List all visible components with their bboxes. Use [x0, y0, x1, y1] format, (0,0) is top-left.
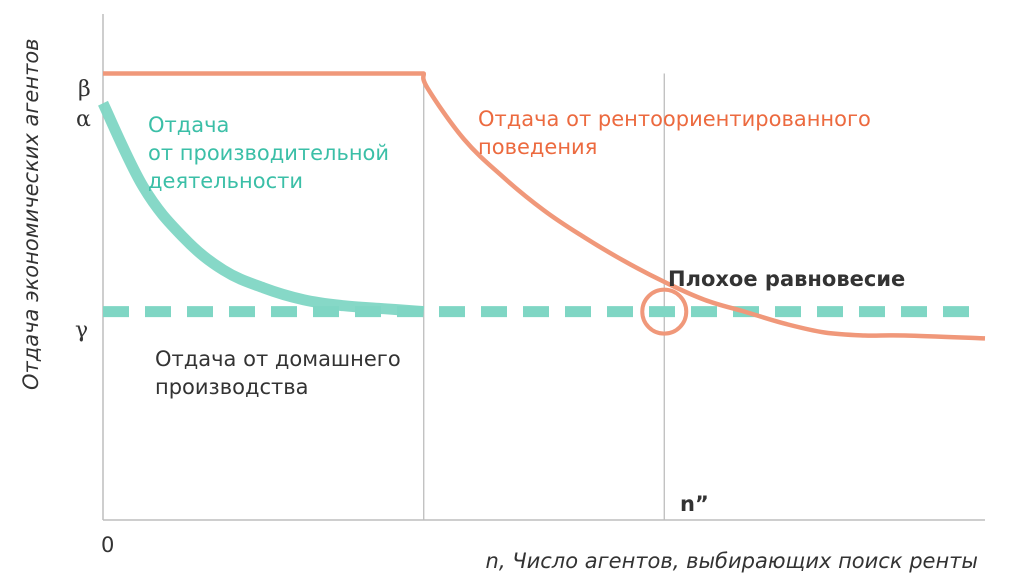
home-production-series-label: Отдача от домашнего производства: [155, 347, 407, 399]
equilibrium-marker-circle: [640, 287, 689, 336]
axes: [102, 14, 985, 521]
x-tick-zero: 0: [101, 533, 114, 557]
x-axis-title: n, Число агентов, выбирающих поиск ренты: [486, 549, 978, 573]
rent-seeking-series-label: Отдача от рентоориентированного поведени…: [478, 107, 878, 159]
home-label-line-2: производства: [155, 375, 309, 399]
rent-label-line-1: Отдача от рентоориентированного: [478, 107, 871, 131]
productive-label-line-2: от производительной: [148, 141, 389, 165]
annotation-layer: [640, 287, 689, 336]
series-layer: [98, 71, 986, 341]
y-tick-alpha: α: [76, 107, 91, 132]
y-tick-beta: β: [78, 77, 91, 102]
equilibrium-annotation-label: Плохое равновесие: [668, 267, 905, 291]
rent-seeking-curve: [103, 71, 986, 341]
productive-label-line-3: деятельности: [148, 169, 303, 193]
productive-label-line-1: Отдача: [148, 113, 229, 137]
home-label-line-1: Отдача от домашнего: [155, 347, 401, 371]
productive-activity-curve: [98, 100, 425, 318]
productive-series-label: Отдача от производительной деятельности: [148, 113, 396, 193]
rent-label-line-2: поведения: [478, 135, 597, 159]
y-tick-gamma: γ: [75, 318, 88, 343]
x-tick-n-double-prime: n”: [680, 492, 709, 516]
gridlines: [423, 73, 665, 520]
y-axis-title: Отдача экономических агентов: [19, 38, 43, 390]
